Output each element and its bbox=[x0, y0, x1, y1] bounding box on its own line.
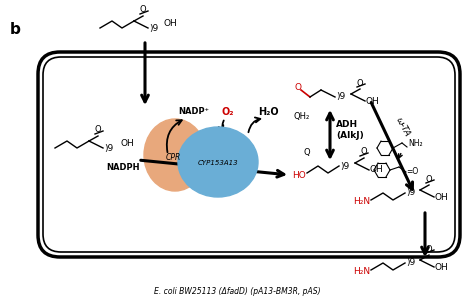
Text: QH₂: QH₂ bbox=[294, 112, 310, 121]
Text: O₂: O₂ bbox=[222, 107, 234, 117]
Text: )9: )9 bbox=[149, 24, 158, 33]
Text: CYP153A13: CYP153A13 bbox=[198, 160, 238, 166]
Text: NADPH: NADPH bbox=[107, 164, 140, 173]
Text: OH: OH bbox=[366, 97, 380, 106]
Text: Q: Q bbox=[303, 147, 310, 156]
Text: O: O bbox=[426, 245, 432, 254]
Text: ω-TA: ω-TA bbox=[394, 116, 412, 138]
Text: =O: =O bbox=[406, 167, 418, 176]
Text: E. coli BW25113 (ΔfadD) (pA13-BM3R, pAS): E. coli BW25113 (ΔfadD) (pA13-BM3R, pAS) bbox=[154, 288, 320, 297]
Text: O: O bbox=[294, 83, 301, 92]
Text: )9: )9 bbox=[406, 259, 415, 268]
Text: H₂O: H₂O bbox=[258, 107, 278, 117]
Text: O: O bbox=[95, 126, 101, 135]
Text: OH: OH bbox=[370, 166, 384, 175]
Text: NADP⁺: NADP⁺ bbox=[178, 108, 209, 117]
Ellipse shape bbox=[178, 127, 258, 197]
Text: O: O bbox=[361, 147, 367, 156]
Text: OH: OH bbox=[435, 193, 449, 202]
Text: O: O bbox=[426, 175, 432, 184]
Text: ADH
(AlkJ): ADH (AlkJ) bbox=[336, 120, 364, 140]
Text: b: b bbox=[10, 22, 21, 37]
Text: OH: OH bbox=[121, 140, 135, 149]
Text: CPR: CPR bbox=[165, 152, 181, 161]
Ellipse shape bbox=[144, 119, 206, 191]
Text: H₂N: H₂N bbox=[353, 198, 370, 207]
Text: O: O bbox=[357, 79, 363, 88]
Text: )9: )9 bbox=[336, 92, 345, 101]
Text: )9: )9 bbox=[340, 161, 349, 170]
Text: NH₂: NH₂ bbox=[408, 138, 423, 147]
Text: OH: OH bbox=[164, 19, 178, 28]
Text: O: O bbox=[140, 5, 146, 14]
Text: HO: HO bbox=[292, 170, 306, 179]
Text: H₂N: H₂N bbox=[353, 268, 370, 277]
Text: )9: )9 bbox=[406, 188, 415, 198]
Text: )9: )9 bbox=[104, 144, 113, 152]
Text: OH: OH bbox=[435, 263, 449, 271]
